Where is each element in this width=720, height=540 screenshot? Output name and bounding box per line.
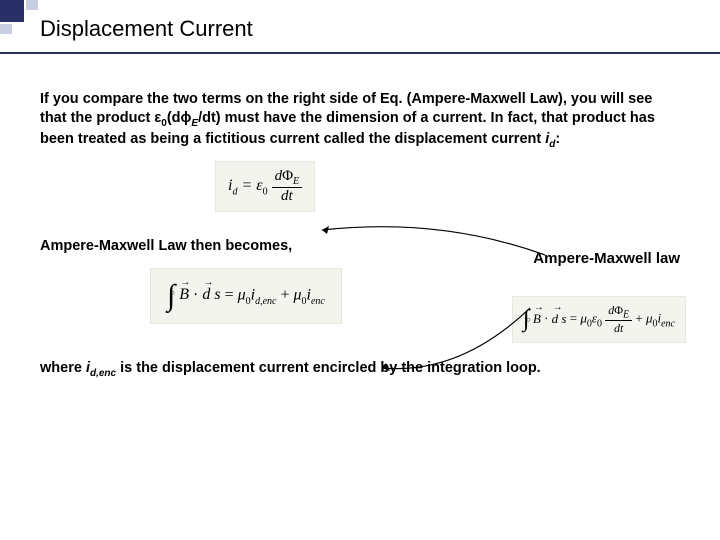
slide-title: Displacement Current <box>40 16 680 42</box>
mu: μ <box>238 286 246 303</box>
equation-1-wrap: id = ε0 dΦE dt <box>215 161 680 212</box>
slide-content: Displacement Current If you compare the … <box>0 0 720 379</box>
intro-paragraph: If you compare the two terms on the righ… <box>40 90 680 151</box>
dot: · <box>541 311 552 326</box>
num-phi: Φ <box>282 168 293 184</box>
equation-ampere-maxwell-full: ∫ B · d s = μ0ε0 dΦE dt + μ0ienc <box>512 296 686 343</box>
den-dt: dt <box>272 188 303 205</box>
integral-icon: ∫ <box>167 279 175 312</box>
equation-displacement-current: id = ε0 dΦE dt <box>215 161 315 212</box>
sub0b: 0 <box>597 318 602 329</box>
title-underline <box>0 52 720 54</box>
num-d: d <box>275 168 283 184</box>
enc: enc <box>661 318 675 329</box>
equation-ampere-maxwell-compact: ∫ B · d s = μ0id,enc + μ0ienc <box>150 268 342 324</box>
num-e: E <box>293 176 299 187</box>
equals: = <box>221 286 238 303</box>
vec-ds: d s <box>202 286 220 304</box>
phi: ϕ <box>181 110 192 126</box>
disp-current-term: displacement current <box>395 131 546 147</box>
eq-fraction: dΦE dt <box>272 168 303 205</box>
text: (d <box>167 110 181 126</box>
mu2: μ <box>294 286 302 303</box>
equals: = <box>566 311 580 326</box>
ienc: enc <box>311 295 325 306</box>
denc: d,enc <box>255 295 276 306</box>
text: is the displacement current encircled by… <box>116 360 541 376</box>
plus: + <box>632 311 646 326</box>
eq-eps0: 0 <box>263 186 268 197</box>
vec-b: B <box>533 311 541 327</box>
eq-equals: = <box>237 177 256 194</box>
fraction: dΦE dt <box>605 303 632 336</box>
corner-decoration <box>0 0 55 40</box>
final-paragraph: where id,enc is the displacement current… <box>40 360 680 379</box>
integral-icon: ∫ <box>523 306 530 332</box>
colon: : <box>555 131 560 147</box>
vec-b: B <box>179 286 189 304</box>
plus: + <box>276 286 293 303</box>
vec-ds: d s <box>552 311 567 327</box>
dot: · <box>189 286 202 303</box>
sub-denc: d,enc <box>90 368 116 379</box>
text: where <box>40 360 86 376</box>
ampere-maxwell-label: Ampere-Maxwell law <box>533 250 680 267</box>
